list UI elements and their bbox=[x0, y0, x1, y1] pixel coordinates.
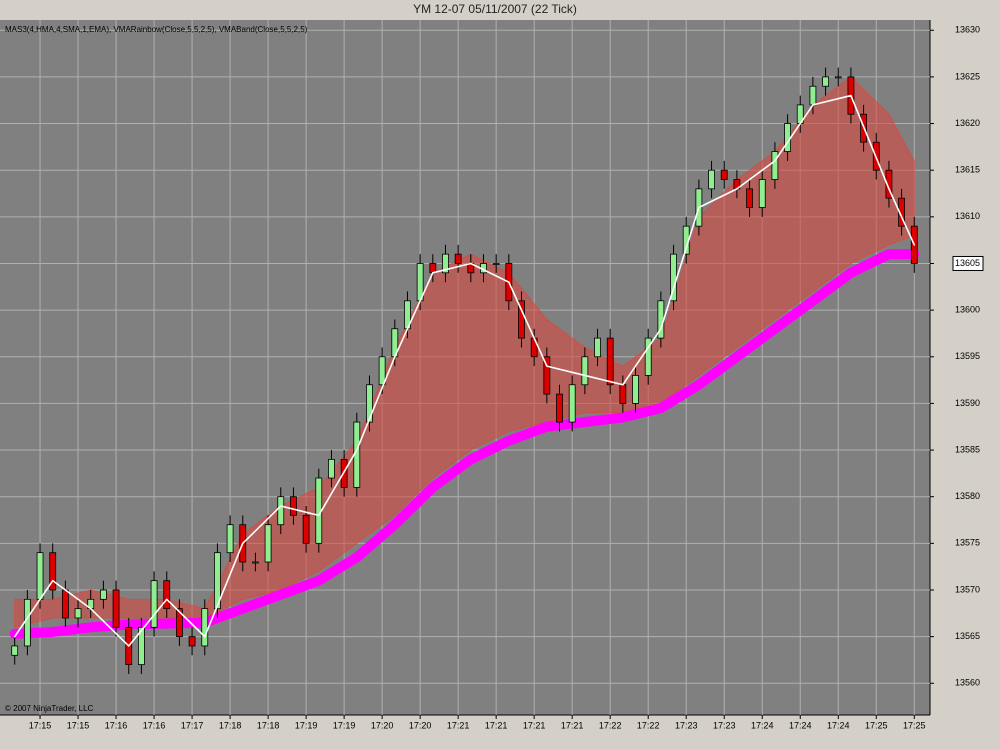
x-tick-label: 17:21 bbox=[523, 720, 546, 730]
x-tick-label: 17:16 bbox=[143, 720, 166, 730]
x-tick-label: 17:22 bbox=[599, 720, 622, 730]
candle-body bbox=[834, 76, 842, 79]
y-tick-label: 13620 bbox=[955, 118, 980, 128]
candle-body bbox=[429, 263, 437, 274]
candle-body bbox=[150, 580, 158, 628]
indicator-line bbox=[13, 94, 916, 647]
indicator-line bbox=[9, 249, 920, 639]
candle-body bbox=[264, 524, 272, 563]
y-tick-label: 13560 bbox=[955, 678, 980, 688]
candle-body bbox=[606, 337, 614, 386]
candle-body bbox=[581, 356, 589, 386]
copyright: © 2007 NinjaTrader, LLC bbox=[5, 704, 94, 713]
candle-body bbox=[758, 179, 766, 208]
candle-body bbox=[898, 197, 905, 227]
candle-body bbox=[619, 384, 627, 404]
candle-body bbox=[708, 169, 715, 190]
candle-body bbox=[112, 589, 120, 628]
candle-body bbox=[556, 393, 563, 423]
x-tick-label: 17:25 bbox=[903, 720, 926, 730]
x-tick-label: 17:24 bbox=[789, 720, 812, 730]
candle-body bbox=[720, 169, 728, 180]
y-tick-label: 13585 bbox=[955, 444, 980, 454]
candle-body bbox=[163, 580, 171, 610]
candle-body bbox=[378, 356, 386, 386]
candle-body bbox=[11, 645, 19, 656]
x-tick-label: 17:17 bbox=[181, 720, 204, 730]
x-tick-label: 17:20 bbox=[371, 720, 394, 730]
candle-body bbox=[594, 337, 601, 358]
x-tick-label: 17:19 bbox=[295, 720, 318, 730]
candle-body bbox=[885, 169, 893, 199]
y-tick-label: 13600 bbox=[955, 305, 980, 315]
candle-body bbox=[822, 76, 829, 87]
candle-body bbox=[328, 458, 335, 479]
x-tick-label: 17:21 bbox=[561, 720, 584, 730]
x-tick-label: 17:16 bbox=[105, 720, 128, 730]
x-tick-label: 17:23 bbox=[713, 720, 736, 730]
candle-body bbox=[226, 524, 234, 554]
last-price-box bbox=[952, 255, 984, 271]
x-tick-label: 17:24 bbox=[751, 720, 774, 730]
candle-body bbox=[36, 552, 44, 600]
x-tick-label: 17:15 bbox=[29, 720, 52, 730]
chart-title: YM 12-07 05/11/2007 (22 Tick) bbox=[413, 2, 577, 16]
candle-body bbox=[61, 589, 69, 619]
x-tick-label: 17:21 bbox=[447, 720, 470, 730]
indicator-label: MAS3(4,HMA,4,SMA,1,EMA), VMARainbow(Clos… bbox=[5, 25, 308, 34]
candle-body bbox=[644, 337, 652, 376]
candle-body bbox=[137, 626, 145, 666]
candle-body bbox=[518, 300, 525, 339]
y-tick-label: 13630 bbox=[955, 25, 980, 35]
x-tick-label: 17:25 bbox=[865, 720, 888, 730]
y-tick-label: 13595 bbox=[955, 351, 980, 361]
candle-body bbox=[99, 589, 107, 600]
candle-body bbox=[277, 496, 285, 526]
y-tick-label: 13590 bbox=[955, 398, 980, 408]
y-tick-label: 13575 bbox=[955, 538, 980, 548]
candle-body bbox=[252, 561, 259, 564]
candle-body bbox=[302, 514, 310, 544]
candle-body bbox=[568, 384, 576, 423]
candle-body bbox=[188, 636, 196, 647]
candle-body bbox=[543, 356, 551, 395]
marks bbox=[9, 67, 920, 674]
candle-body bbox=[176, 608, 183, 638]
x-tick-label: 17:21 bbox=[485, 720, 508, 730]
candle-body bbox=[23, 598, 31, 647]
candle-body bbox=[49, 552, 57, 591]
y-tick-label: 13570 bbox=[955, 584, 980, 594]
candle-body bbox=[214, 552, 221, 610]
y-tick-label: 13610 bbox=[955, 211, 980, 221]
candle-body bbox=[746, 188, 753, 208]
x-tick-label: 17:22 bbox=[637, 720, 660, 730]
candle-body bbox=[201, 608, 209, 647]
candle-body bbox=[290, 496, 297, 516]
y-tick-label: 13625 bbox=[955, 71, 980, 81]
y-tick-label: 13615 bbox=[955, 165, 980, 175]
last-price-label: 13605 bbox=[955, 258, 980, 268]
x-tick-label: 17:18 bbox=[219, 720, 242, 730]
candle-body bbox=[632, 375, 639, 404]
x-tick-label: 17:19 bbox=[333, 720, 356, 730]
x-tick-label: 17:15 bbox=[67, 720, 90, 730]
x-tick-label: 17:24 bbox=[827, 720, 850, 730]
candle-body bbox=[74, 608, 82, 619]
candle-body bbox=[442, 253, 449, 274]
x-tick-label: 17:23 bbox=[675, 720, 698, 730]
candle-body bbox=[366, 384, 373, 423]
y-tick-label: 13580 bbox=[955, 491, 980, 501]
x-tick-label: 17:18 bbox=[257, 720, 280, 730]
candle-body bbox=[492, 263, 500, 265]
candle-body bbox=[454, 253, 462, 264]
candle-body bbox=[809, 85, 817, 106]
candle-body bbox=[784, 123, 791, 152]
y-tick-label: 13565 bbox=[955, 631, 980, 641]
candle-body bbox=[771, 151, 779, 180]
x-tick-label: 17:20 bbox=[409, 720, 432, 730]
